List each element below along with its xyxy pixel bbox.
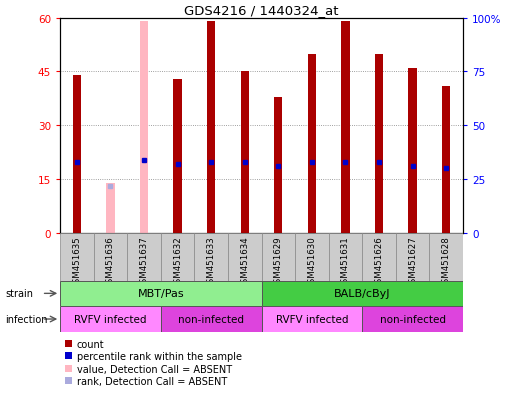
Text: RVFV infected: RVFV infected [74, 314, 147, 324]
Text: GSM451629: GSM451629 [274, 236, 283, 288]
Text: RVFV infected: RVFV infected [276, 314, 348, 324]
Bar [207, 22, 215, 233]
Bar [274, 97, 282, 233]
Bar [262, 281, 463, 306]
Bar [442, 87, 450, 233]
Text: strain: strain [5, 289, 33, 299]
Text: GSM451626: GSM451626 [374, 236, 383, 288]
Bar [195, 233, 228, 281]
Text: non-infected: non-infected [380, 314, 446, 324]
Title: GDS4216 / 1440324_at: GDS4216 / 1440324_at [184, 5, 339, 17]
Legend: count, percentile rank within the sample, value, Detection Call = ABSENT, rank, : count, percentile rank within the sample… [65, 339, 242, 386]
Bar [127, 233, 161, 281]
Bar [174, 79, 182, 233]
Bar [362, 306, 463, 332]
Bar [140, 22, 148, 233]
Bar [396, 233, 429, 281]
Text: BALB/cByJ: BALB/cByJ [334, 289, 391, 299]
Bar [228, 233, 262, 281]
Bar [341, 22, 349, 233]
Bar [60, 233, 94, 281]
Text: GSM451628: GSM451628 [441, 236, 451, 288]
Text: GSM451632: GSM451632 [173, 236, 182, 288]
Text: GSM451631: GSM451631 [341, 236, 350, 288]
Text: GSM451636: GSM451636 [106, 236, 115, 288]
Bar [295, 233, 328, 281]
Bar [262, 306, 362, 332]
Bar [362, 233, 396, 281]
Bar [328, 233, 362, 281]
Text: MBT/Pas: MBT/Pas [138, 289, 184, 299]
Bar [73, 76, 81, 233]
Bar [60, 306, 161, 332]
Bar [241, 72, 249, 233]
Text: GSM451637: GSM451637 [140, 236, 149, 288]
Bar [161, 306, 262, 332]
Bar [94, 233, 127, 281]
Bar [429, 233, 463, 281]
Text: GSM451635: GSM451635 [72, 236, 82, 288]
Bar [106, 183, 115, 233]
Bar [262, 233, 295, 281]
Bar [308, 55, 316, 233]
Text: GSM451633: GSM451633 [207, 236, 215, 288]
Bar [375, 55, 383, 233]
Text: GSM451627: GSM451627 [408, 236, 417, 288]
Bar [161, 233, 195, 281]
Text: non-infected: non-infected [178, 314, 244, 324]
Text: GSM451630: GSM451630 [308, 236, 316, 288]
Text: GSM451634: GSM451634 [240, 236, 249, 288]
Bar [408, 69, 417, 233]
Bar [60, 281, 262, 306]
Text: infection: infection [5, 314, 48, 324]
